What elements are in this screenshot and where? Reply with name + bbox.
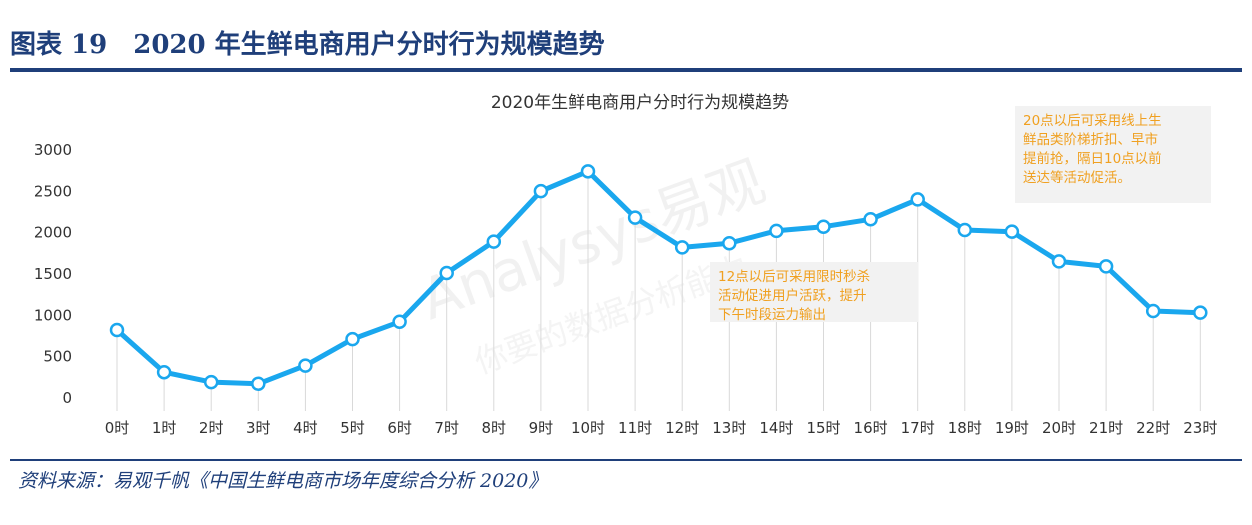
x-tick-label: 8时 bbox=[482, 419, 507, 437]
y-tick-label: 500 bbox=[43, 348, 72, 366]
data-point bbox=[580, 164, 596, 179]
data-point bbox=[439, 265, 454, 281]
y-tick-label: 0 bbox=[62, 389, 72, 407]
x-tick-label: 22时 bbox=[1136, 419, 1170, 437]
data-point bbox=[1051, 254, 1067, 269]
data-point bbox=[627, 210, 643, 225]
x-tick-label: 17时 bbox=[901, 419, 935, 437]
data-point bbox=[156, 364, 172, 380]
x-tick-label: 12时 bbox=[665, 419, 699, 437]
x-tick-label: 20时 bbox=[1042, 419, 1076, 437]
x-tick-label: 18时 bbox=[948, 419, 982, 437]
header-rule bbox=[10, 68, 1242, 72]
annotation-background bbox=[710, 262, 918, 322]
y-axis: 0 500 1000 1500 2000 2500 3000 bbox=[34, 141, 72, 407]
data-point bbox=[1098, 259, 1114, 274]
data-points bbox=[109, 164, 1208, 392]
x-tick-label: 0时 bbox=[105, 419, 130, 437]
x-tick-label: 21时 bbox=[1089, 419, 1123, 437]
x-tick-label: 7时 bbox=[434, 419, 459, 437]
annotation-line: 提前抢，隔日10点以前 bbox=[1023, 150, 1162, 167]
annotation-background bbox=[1015, 106, 1211, 203]
footer-rule bbox=[10, 459, 1242, 461]
annotation-line: 鲜品类阶梯折扣、早市 bbox=[1023, 131, 1158, 148]
annotation-line: 下午时段运力输出 bbox=[718, 307, 826, 323]
x-tick-label: 1时 bbox=[152, 419, 177, 437]
data-point bbox=[203, 374, 219, 390]
x-tick-label: 19时 bbox=[995, 419, 1029, 437]
data-point bbox=[345, 331, 360, 347]
x-tick-label: 16时 bbox=[854, 419, 888, 437]
data-point bbox=[769, 223, 784, 239]
data-point bbox=[486, 234, 502, 249]
y-tick-label: 1500 bbox=[34, 265, 72, 283]
data-point bbox=[863, 212, 878, 227]
data-point bbox=[251, 376, 266, 392]
data-point bbox=[392, 314, 407, 330]
y-tick-label: 1000 bbox=[34, 306, 72, 324]
x-tick-label: 10时 bbox=[571, 419, 605, 437]
y-tick-label: 2000 bbox=[34, 224, 72, 242]
annotation-line: 活动促进用户活跃，提升 bbox=[718, 287, 867, 304]
source-note: 资料来源：易观千帆《中国生鲜电商市场年度综合分析 2020》 bbox=[18, 470, 548, 492]
vertical-gridlines bbox=[116, 171, 1201, 411]
data-point bbox=[109, 322, 125, 338]
figure-title: 图表 19 2020 年生鲜电商用户分时行为规模趋势 bbox=[10, 30, 605, 60]
data-point bbox=[816, 219, 831, 234]
chart-area: 2020年生鲜电商用户分时行为规模趋势 Analysys易观 你要的数据分析能力… bbox=[10, 74, 1242, 460]
x-tick-label: 4时 bbox=[293, 419, 318, 437]
data-point bbox=[910, 192, 925, 207]
y-tick-label: 2500 bbox=[34, 182, 72, 200]
data-point bbox=[1145, 303, 1161, 319]
chart-title: 2020年生鲜电商用户分时行为规模趋势 bbox=[491, 93, 789, 113]
series-line bbox=[115, 168, 1201, 387]
figure-header: 图表 19 2020 年生鲜电商用户分时行为规模趋势 bbox=[10, 6, 1242, 72]
x-tick-label: 11时 bbox=[618, 419, 652, 437]
x-tick-label: 13时 bbox=[712, 419, 746, 437]
data-point bbox=[722, 235, 737, 251]
x-tick-label: 5时 bbox=[340, 419, 365, 437]
x-tick-label: 14时 bbox=[759, 419, 793, 437]
data-point bbox=[1004, 224, 1020, 239]
x-tick-label: 15时 bbox=[806, 419, 840, 437]
annotation-line: 12点以后可采用限时秒杀 bbox=[718, 269, 870, 285]
x-tick-label: 23时 bbox=[1183, 419, 1217, 437]
data-point bbox=[674, 240, 690, 255]
data-point bbox=[298, 358, 313, 373]
annotation-line: 20点以后可采用线上生 bbox=[1023, 113, 1162, 129]
annotation-line: 送达等活动促活。 bbox=[1023, 169, 1131, 186]
x-tick-label: 9时 bbox=[529, 419, 554, 437]
data-point bbox=[957, 222, 973, 238]
data-point bbox=[533, 183, 549, 199]
data-point bbox=[1193, 305, 1208, 320]
x-axis: 0时 1时 2时 3时 4时 5时 6时 7时 8时 9时 10时 11时 12时 13时 14时 15时 16… bbox=[105, 419, 1218, 437]
x-tick-label: 3时 bbox=[246, 419, 271, 437]
x-tick-label: 2时 bbox=[199, 419, 224, 437]
line-chart: 2020年生鲜电商用户分时行为规模趋势 Analysys易观 你要的数据分析能力… bbox=[34, 93, 1218, 437]
x-tick-label: 6时 bbox=[387, 419, 412, 437]
y-tick-label: 3000 bbox=[34, 141, 72, 159]
